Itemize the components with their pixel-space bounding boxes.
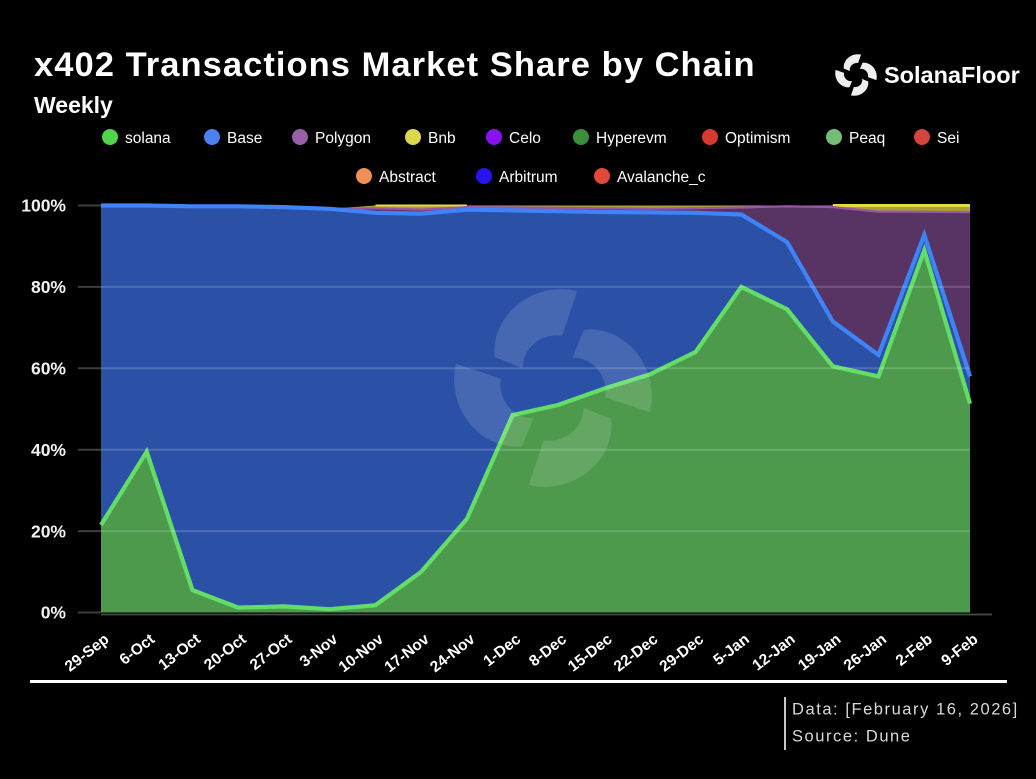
svg-text:Optimism: Optimism <box>725 130 790 147</box>
svg-text:100%: 100% <box>21 196 66 216</box>
svg-text:Avalanche_c: Avalanche_c <box>617 169 706 186</box>
svg-text:solana: solana <box>125 130 171 147</box>
svg-text:Bnb: Bnb <box>428 130 456 147</box>
svg-text:Celo: Celo <box>509 130 541 147</box>
svg-text:Arbitrum: Arbitrum <box>499 169 558 186</box>
svg-text:20%: 20% <box>31 521 66 541</box>
svg-text:80%: 80% <box>31 277 66 297</box>
svg-text:SolanaFloor: SolanaFloor <box>884 62 1020 88</box>
svg-text:x402 Transactions Market Share: x402 Transactions Market Share by Chain <box>34 46 756 84</box>
svg-text:Peaq: Peaq <box>849 130 885 147</box>
svg-text:40%: 40% <box>31 440 66 460</box>
svg-text:Sei: Sei <box>937 130 959 147</box>
svg-text:Polygon: Polygon <box>315 130 371 147</box>
svg-text:Base: Base <box>227 130 262 147</box>
svg-text:0%: 0% <box>41 603 67 623</box>
svg-text:Weekly: Weekly <box>34 92 113 118</box>
svg-text:Hyperevm: Hyperevm <box>596 130 667 147</box>
svg-text:Data: [February 16, 2026]: Data: [February 16, 2026] <box>792 701 1019 719</box>
svg-text:Source: Dune: Source: Dune <box>792 728 912 746</box>
svg-text:Abstract: Abstract <box>379 169 437 186</box>
svg-text:60%: 60% <box>31 359 66 379</box>
